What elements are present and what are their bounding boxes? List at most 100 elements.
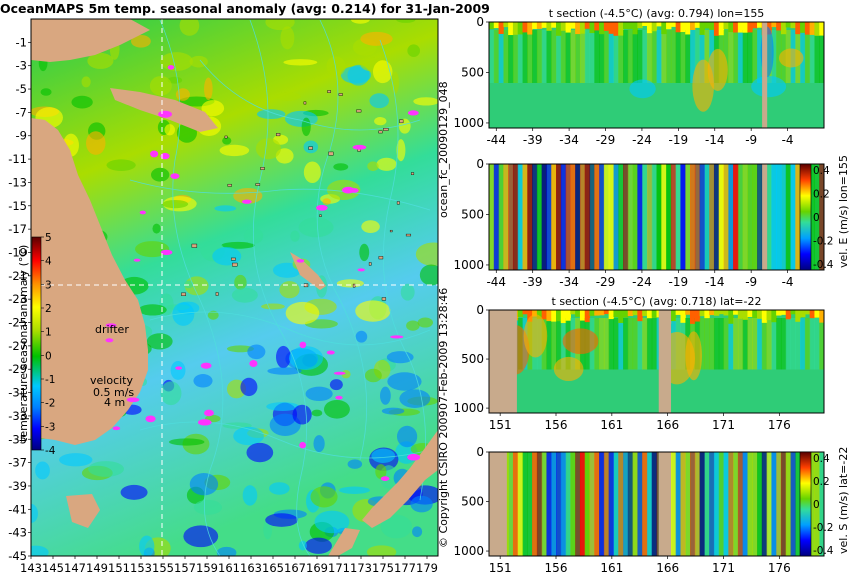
anomaly-patch — [359, 243, 370, 262]
section-cell — [623, 452, 629, 556]
anomaly-patch — [374, 117, 387, 126]
section-cell — [809, 452, 816, 556]
section-cell — [570, 30, 576, 83]
section-surface-cell — [800, 22, 806, 33]
section-cell — [670, 30, 677, 83]
section-cell — [785, 318, 792, 370]
island — [308, 146, 313, 150]
section-surface-cell — [556, 22, 562, 36]
section-y-tick-label: 500 — [461, 495, 484, 509]
drifter-marker — [342, 186, 355, 194]
section-cell — [627, 318, 634, 370]
anomaly-patch — [233, 187, 263, 204]
section-cell — [565, 164, 571, 270]
section-surface-cell — [642, 310, 648, 316]
section-cell — [618, 164, 624, 270]
section-surface-cell — [680, 310, 686, 323]
anomaly-patch — [219, 144, 250, 157]
section-cell — [771, 30, 777, 83]
anomaly-patch — [386, 351, 414, 364]
section-surface-cell — [618, 22, 624, 36]
section-cell — [704, 164, 710, 270]
section-surface-cell — [718, 310, 725, 315]
section-cell — [666, 164, 672, 270]
island — [378, 256, 384, 260]
section-cell — [780, 452, 787, 556]
section-cell — [747, 318, 753, 370]
section-cell — [627, 164, 634, 270]
lat-tick-label: -5 — [16, 82, 27, 96]
section-panel-4: 151 156 161 166 171 176 0 500 1000 0.4 0.2 0 -0.2 -0.… — [453, 445, 850, 575]
section-cell — [742, 318, 749, 370]
section-cell — [512, 452, 519, 556]
section-surface-cell — [517, 310, 524, 317]
island — [231, 257, 236, 261]
section-cell — [757, 164, 763, 270]
section-surface-cell — [709, 22, 715, 30]
section-cell — [613, 164, 619, 270]
section-surface-cell — [728, 310, 734, 324]
section-cell — [699, 30, 705, 83]
section-cell — [790, 164, 796, 270]
section-cell — [575, 30, 581, 83]
section-cell — [661, 164, 667, 270]
lon-tick-label: 165 — [262, 561, 284, 575]
section-cell — [618, 452, 624, 556]
section-surface-cell — [680, 22, 686, 32]
section-surface-cell — [608, 22, 615, 34]
section-cell — [627, 30, 634, 83]
anomaly-patch — [246, 442, 274, 463]
anomaly-patch — [87, 52, 114, 69]
section-cell — [709, 452, 715, 556]
anomaly-patch — [311, 409, 323, 417]
velocity-colorbar-tick: 0.2 — [813, 189, 830, 201]
section-surface-cell — [570, 22, 576, 29]
section-cell — [699, 164, 705, 270]
section-cell — [575, 164, 581, 270]
anomaly-patch — [214, 205, 237, 212]
velocity-colorbar-tick: 0 — [813, 499, 820, 511]
section-cell — [819, 318, 824, 370]
section-cell — [713, 318, 720, 370]
section-land — [489, 310, 517, 413]
section-cell — [508, 164, 514, 270]
section-surface-cell — [603, 310, 610, 315]
lon-tick-label: 161 — [218, 561, 240, 575]
section-cell — [646, 164, 653, 270]
velocity-colorbar-tick: 0.2 — [813, 476, 830, 488]
anomaly-patch — [86, 131, 106, 155]
anomaly-patch — [387, 372, 422, 391]
anomaly-patch — [290, 230, 300, 242]
colorbar-tick-label: -2 — [45, 398, 55, 410]
temp-colorbar: 5 4 3 2 1 0 -1 -2 -3 -4 temperature seasonal anom… — [17, 232, 56, 457]
section-surface-cell — [632, 310, 638, 316]
section-x-tick-label: -19 — [669, 275, 689, 289]
section-surface-cell — [498, 22, 504, 34]
anomaly-patch — [289, 346, 324, 371]
anomaly-patch — [360, 31, 393, 46]
section-surface-cell — [522, 310, 528, 315]
section-surface-cell — [599, 310, 605, 316]
section-cell — [747, 30, 753, 83]
colorbar-tick-label: -3 — [45, 421, 55, 433]
section-x-tick-label: -34 — [559, 275, 579, 289]
section-surface-cell — [627, 310, 634, 317]
anomaly-patch — [31, 503, 38, 524]
anomaly-patch — [146, 333, 173, 350]
anomaly-patch — [167, 76, 183, 84]
section-surface-cell — [627, 22, 634, 30]
anomaly-patch — [240, 377, 258, 397]
section-surface-cell — [723, 22, 729, 30]
section-surface-cell — [556, 310, 562, 322]
section-frame — [488, 451, 825, 557]
section-cell — [556, 30, 562, 83]
anomaly-patch — [301, 117, 311, 137]
drifter-marker — [112, 426, 121, 431]
temp-colorbar-ticks: 5 4 3 2 1 0 -1 -2 -3 -4 — [41, 232, 56, 457]
section-surface-cell — [675, 310, 682, 315]
section-cell — [728, 164, 734, 270]
section-cell — [718, 318, 725, 370]
section-cell — [656, 164, 662, 270]
section-cell — [737, 164, 744, 270]
